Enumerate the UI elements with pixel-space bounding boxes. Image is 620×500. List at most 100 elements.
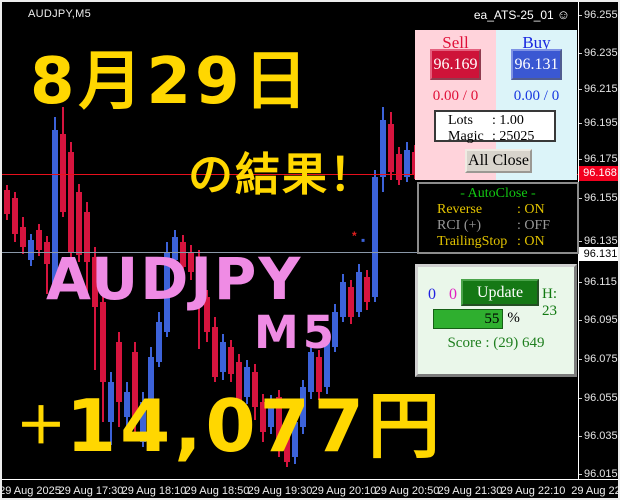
price-tick-label: 96.215 (579, 83, 618, 95)
candle-body (356, 272, 362, 312)
price-axis: 96.255 96.235 96.215 96.195 96.175 96.155 96.1… (578, 2, 618, 480)
count-blue: 0 (428, 286, 436, 303)
buy-stats: 0.00 / 0 (513, 88, 560, 104)
price-tick-label: 96.095 (579, 314, 618, 326)
candle-body (44, 242, 50, 264)
candle-body (396, 154, 402, 180)
candle-body (388, 124, 394, 172)
profit-plus-sign: ＋ (16, 397, 66, 455)
price-tick-label: 96.235 (579, 47, 618, 59)
candle-body (196, 257, 202, 302)
score-label: Score : (29) 649 (447, 335, 545, 351)
price-tick-label: 96.075 (579, 353, 618, 365)
candle-body (324, 342, 330, 387)
time-tick-label: 29 Aug 20:10 (311, 485, 377, 497)
ea-name-label: ea_ATS-25_01 ☺ (2, 7, 570, 22)
candle-body (332, 312, 338, 347)
candle-body (12, 198, 18, 234)
overlay-date-text: 8月29日 (30, 45, 312, 119)
candle-body (68, 152, 74, 252)
trade-marker: * (352, 229, 357, 243)
price-tick-label: 96.155 (579, 192, 618, 204)
candle-body (244, 367, 250, 397)
candle-body (292, 422, 298, 457)
candle-body (20, 227, 26, 247)
candle-body (348, 287, 354, 317)
lots-value: : 1.00 (492, 113, 524, 128)
candle-body (252, 372, 258, 407)
bid-price-line (2, 252, 578, 253)
trade-panel: Sell 96.169 0.00 / 0 Buy 96.131 0.00 / 0… (415, 30, 577, 180)
candle-wick (94, 247, 96, 370)
percent-sign: % (507, 310, 520, 326)
magic-value: : 25025 (492, 129, 535, 144)
all-close-button[interactable]: All Close (465, 149, 532, 173)
time-tick-label: 29 Aug 17:30 (58, 485, 124, 497)
smiley-icon: ☺ (556, 7, 570, 22)
autoclose-row: Reverse: ON (437, 202, 545, 217)
update-button[interactable]: Update (461, 279, 539, 306)
overlay-profit-text: ＋14,077円 (16, 390, 444, 462)
price-tick-label: 96.195 (579, 117, 618, 129)
candle-body (364, 277, 370, 302)
candle-body (92, 257, 98, 307)
candle-body (188, 252, 194, 272)
time-tick-label: 29 Aug 18:50 (184, 485, 250, 497)
candle-body (140, 402, 146, 442)
candle-body (172, 237, 178, 260)
candle-body (308, 352, 314, 392)
lots-magic-box: Lots: 1.00 Magic: 25025 (434, 110, 556, 144)
buy-button[interactable]: 96.131 (511, 49, 562, 80)
sell-stats: 0.00 / 0 (432, 88, 479, 104)
candle-body (300, 387, 306, 427)
chart-symbol-label: AUDJPY,M5 (28, 8, 92, 20)
candle-body (100, 302, 106, 382)
time-axis: 29 Aug 2025 29 Aug 17:30 29 Aug 18:10 29 Au… (0, 480, 620, 498)
candle-body (108, 382, 114, 422)
count-magenta: 0 (449, 286, 457, 303)
time-tick-label: 29 Aug 18:10 (121, 485, 187, 497)
candle-body (52, 130, 58, 292)
candle-body (124, 392, 130, 417)
candle-body (148, 357, 154, 402)
candle-body (212, 327, 218, 377)
autoclose-row: TrailingStop: ON (437, 234, 545, 249)
candle-body (220, 342, 226, 372)
candle-body (36, 230, 42, 250)
price-tick-label: 96.175 (579, 153, 618, 165)
candle-body (156, 322, 162, 362)
update-panel: 0 0 Update H: 23 55 % Score : (29) 649 (415, 264, 577, 377)
time-tick-label: 29 Aug 22 (571, 485, 620, 497)
time-tick-label: 29 Aug 21:30 (437, 485, 503, 497)
price-tick-label: 96.035 (579, 430, 618, 442)
candle-body (404, 150, 410, 177)
candle-body (316, 357, 322, 392)
time-tick-label: 29 Aug 2025 (0, 485, 61, 497)
price-tick-label: 96.015 (579, 468, 618, 480)
price-tick-label: 96.055 (579, 392, 618, 404)
trade-marker: ▪ (361, 233, 366, 247)
candle-body (204, 297, 210, 332)
candle-body (228, 347, 234, 374)
sell-label: Sell (442, 33, 469, 52)
candle-body (116, 342, 122, 402)
progress-fill: 55 (433, 309, 504, 329)
overlay-result-text: の結果！ (188, 148, 377, 201)
sell-button[interactable]: 96.169 (430, 49, 481, 80)
candle-body (276, 397, 282, 442)
candle-body (340, 282, 346, 317)
bid-price-box: 96.131 (578, 246, 618, 262)
time-tick-label: 29 Aug 22:10 (500, 485, 566, 497)
candle-body (84, 212, 90, 262)
autoclose-row: RCI (+): OFF (437, 218, 551, 233)
time-tick-label: 29 Aug 20:50 (374, 485, 440, 497)
candle-body (132, 352, 138, 417)
candle-body (284, 432, 290, 462)
buy-label: Buy (522, 33, 551, 52)
candle-body (268, 402, 274, 427)
autoclose-title: - AutoClose - (460, 186, 536, 201)
candle-body (180, 242, 186, 267)
candle-body (372, 177, 378, 297)
price-tick-label: 96.135 (579, 235, 618, 247)
